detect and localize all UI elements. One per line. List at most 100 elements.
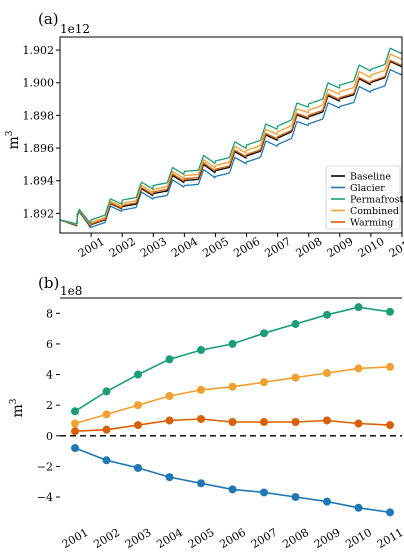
panel-a-ylabel: m3 <box>5 130 22 149</box>
data-point-warming <box>260 418 268 427</box>
data-point-glacier <box>102 456 111 465</box>
panel-b-series <box>71 303 394 517</box>
panel-a-ylabel-unit: m <box>6 136 22 149</box>
data-point-permafrost <box>71 407 79 416</box>
panel-b-ytick-label: 6 <box>46 338 53 351</box>
data-point-permafrost <box>323 310 331 319</box>
data-point-warming <box>228 418 237 427</box>
data-point-glacier <box>228 485 237 494</box>
series-line-permafrost <box>74 306 391 412</box>
data-point-combined <box>102 410 111 419</box>
panel-b-ytick-label: −4 <box>37 491 53 504</box>
data-point-permafrost <box>197 346 205 355</box>
data-point-glacier <box>291 493 300 502</box>
data-point-glacier <box>386 508 394 517</box>
data-point-warming <box>386 421 394 430</box>
panel-b-label: (b) <box>38 274 59 292</box>
panel-b-ytick-label: 0 <box>46 430 53 443</box>
data-point-glacier <box>71 444 79 453</box>
data-point-combined <box>323 369 331 378</box>
series-line-combined <box>59 53 403 227</box>
panel-b-xtick-label: 2009 <box>312 526 343 551</box>
panel-a-xtick-label: 2007 <box>263 235 294 260</box>
panel-a-ytick-label: 1.892 <box>23 207 55 220</box>
data-point-combined <box>197 385 205 394</box>
data-point-combined <box>291 373 300 382</box>
data-point-warming <box>354 419 363 428</box>
panel-a-xtick-label: 2008 <box>294 235 325 260</box>
panel-a-ytick-label: 1.894 <box>23 175 55 188</box>
data-point-permafrost <box>260 329 268 338</box>
panel-a-xtick-label: 2009 <box>325 235 356 260</box>
data-point-warming <box>71 427 79 436</box>
svg-text:m3: m3 <box>9 398 26 417</box>
panel-b-xtick-label: 2007 <box>249 526 280 551</box>
series-line-glacier <box>59 68 403 229</box>
panel-a-xtick-label: 2003 <box>138 235 169 260</box>
panel-a-ytick-label: 1.902 <box>23 44 55 57</box>
data-point-warming <box>291 418 300 427</box>
series-line-permafrost <box>59 47 403 226</box>
data-point-permafrost <box>102 387 111 396</box>
panel-a-frame <box>59 36 403 234</box>
panel-b-xtick-label: 2001 <box>60 526 91 551</box>
legend-label-glacier: Glacier <box>350 183 385 194</box>
data-point-warming <box>197 414 205 423</box>
panel-b-ylabel-unit: m <box>10 404 26 417</box>
data-point-permafrost <box>354 303 363 312</box>
data-point-permafrost <box>291 320 300 329</box>
data-point-glacier <box>165 473 174 482</box>
data-point-combined <box>134 401 142 410</box>
panel-a-offset-text: 1e12 <box>60 22 90 36</box>
legend-label-permafrost: Permafrost <box>350 195 403 206</box>
panel-b: (b) 1e8 m3 −4 −2 0 2 4 6 8 2001 2002 2003 2004 2005… <box>9 274 404 551</box>
data-point-combined <box>165 391 174 400</box>
panel-b-ytick-label: 4 <box>46 369 53 382</box>
legend-label-baseline: Baseline <box>350 172 391 183</box>
panel-b-ytick-label: −2 <box>37 460 53 473</box>
panel-b-ylabel: m3 <box>9 398 26 417</box>
panel-a: (a) 1e12 m3 1.892 1.894 1.896 1.898 1.900 1.9… <box>5 10 404 260</box>
panel-b-ytick-label: 8 <box>46 307 53 320</box>
panel-a-ytick-label: 1.898 <box>23 109 55 122</box>
data-point-permafrost <box>134 370 142 379</box>
data-point-warming <box>102 425 111 434</box>
panel-a-ytick-label: 1.900 <box>23 77 55 90</box>
data-point-glacier <box>197 479 205 488</box>
svg-text:m3: m3 <box>5 130 22 149</box>
data-point-warming <box>323 416 331 425</box>
data-point-glacier <box>134 463 142 472</box>
panel-a-ylabel-exponent: 3 <box>5 130 15 136</box>
data-point-combined <box>71 419 79 428</box>
legend-box <box>325 165 401 230</box>
panel-b-xtick-label: 2003 <box>123 526 154 551</box>
panel-b-ylabel-exponent: 3 <box>9 398 19 404</box>
series-line-glacier <box>74 447 391 514</box>
panel-b-xtick-label: 2008 <box>280 526 311 551</box>
panel-a-xtick-label: 2010 <box>356 235 387 260</box>
data-point-glacier <box>260 488 268 497</box>
panel-b-xtick-label: 2002 <box>91 526 122 551</box>
panel-a-xtick-label: 2001 <box>76 235 107 260</box>
panel-b-xtick-label: 2004 <box>154 526 185 551</box>
panel-a-xtick-label: 2006 <box>231 235 262 260</box>
series-line-combined <box>74 366 391 425</box>
panel-b-xtick-label: 2011 <box>375 526 404 551</box>
panel-b-xtick-label: 2010 <box>343 526 374 551</box>
panel-a-xtick-label: 2011 <box>387 235 404 260</box>
panel-b-xtick-label: 2005 <box>186 526 217 551</box>
data-point-permafrost <box>386 307 394 316</box>
data-point-permafrost <box>165 355 174 364</box>
panel-a-xtick-label: 2002 <box>107 235 138 260</box>
data-point-combined <box>228 382 237 391</box>
panel-b-offset-text: 1e8 <box>60 284 82 298</box>
panel-a-label: (a) <box>38 10 59 28</box>
legend-label-warming: Warming <box>350 218 393 229</box>
series-line-warming <box>59 59 403 227</box>
data-point-glacier <box>323 497 331 506</box>
panel-b-ytick-label: 2 <box>46 399 53 412</box>
data-point-glacier <box>354 503 363 512</box>
panel-a-ytick-label: 1.896 <box>23 142 55 155</box>
